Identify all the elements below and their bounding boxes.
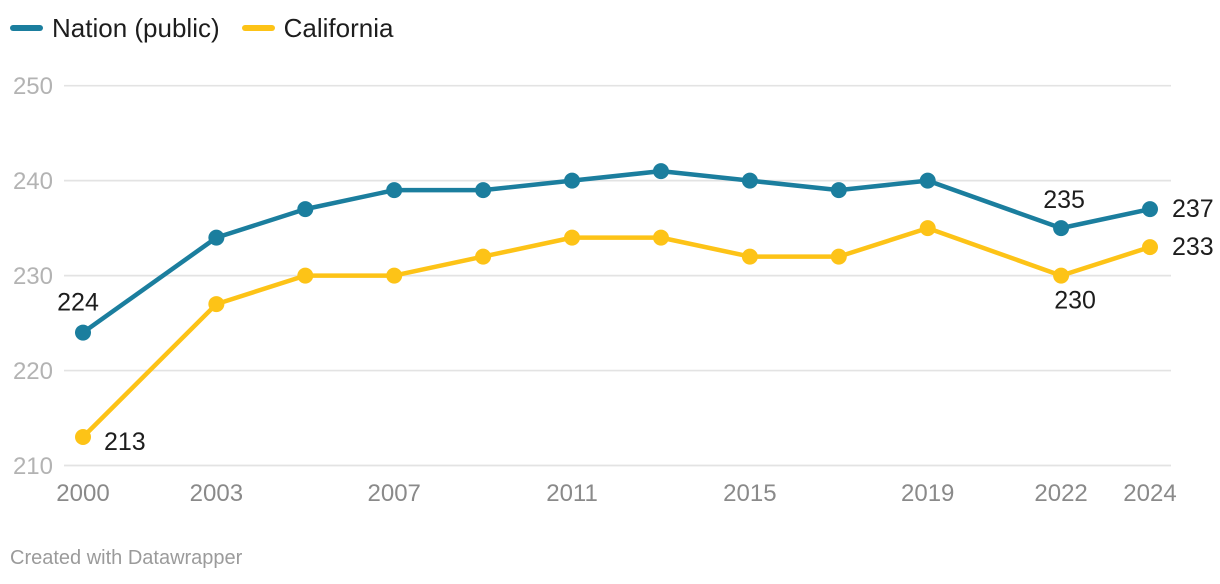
y-tick-label-250: 250 — [13, 73, 53, 100]
y-tick-label-240: 240 — [13, 168, 53, 195]
y-tick-label-230: 230 — [13, 263, 53, 290]
data-point-california-2005 — [297, 267, 314, 284]
x-tick-label-2019: 2019 — [901, 480, 954, 507]
x-tick-label-2011: 2011 — [546, 480, 598, 507]
data-point-california-2009 — [475, 248, 492, 265]
x-tick-label-2024: 2024 — [1123, 480, 1176, 507]
legend: Nation (public) California — [10, 15, 393, 41]
legend-item-nation-public: Nation (public) — [10, 15, 220, 41]
data-point-california-2019 — [919, 220, 936, 237]
data-point-nation-public-2015 — [741, 172, 758, 189]
legend-label-nation-public: Nation (public) — [52, 13, 220, 43]
data-label-224: 224 — [57, 289, 99, 317]
data-point-california-2017 — [830, 248, 847, 265]
legend-swatch-nation-public — [10, 25, 43, 31]
data-point-nation-public-2005 — [297, 201, 314, 218]
data-point-california-2011 — [564, 229, 581, 246]
data-point-nation-public-2024 — [1142, 201, 1158, 218]
data-label-213: 213 — [104, 428, 146, 456]
data-point-nation-public-2017 — [830, 182, 847, 199]
data-point-nation-public-2007 — [386, 182, 403, 199]
data-point-nation-public-2003 — [208, 229, 225, 246]
data-point-nation-public-2013 — [652, 163, 669, 180]
data-point-california-2007 — [386, 267, 403, 284]
data-point-nation-public-2019 — [919, 172, 936, 189]
data-point-california-2024 — [1142, 239, 1158, 256]
data-label-237: 237 — [1172, 195, 1214, 223]
x-tick-label-2000: 2000 — [56, 480, 109, 507]
legend-item-california: California — [241, 13, 394, 43]
data-label-233: 233 — [1172, 233, 1214, 261]
x-tick-label-2003: 2003 — [190, 480, 243, 507]
data-point-california-2000 — [75, 429, 91, 446]
legend-label-california: California — [283, 13, 394, 43]
x-tick-label-2007: 2007 — [368, 480, 421, 507]
data-point-nation-public-2000 — [75, 324, 91, 341]
data-label-235: 235 — [1043, 186, 1085, 214]
data-point-california-2015 — [741, 248, 758, 265]
data-point-nation-public-2011 — [564, 172, 581, 189]
data-label-230: 230 — [1054, 287, 1096, 315]
y-tick-label-210: 210 — [13, 453, 53, 480]
data-point-california-2003 — [208, 296, 225, 313]
data-point-nation-public-2022 — [1053, 220, 1070, 237]
datawrapper-credit: Created with Datawrapper — [10, 547, 243, 569]
line-chart: 210 220 230 240 250 2000 2003 2007 2011 2015 2019 2… — [13, 73, 1214, 507]
series-line-california — [80, 225, 1153, 440]
x-tick-label-2015: 2015 — [723, 480, 776, 507]
data-point-nation-public-2009 — [475, 182, 492, 199]
data-point-california-2022 — [1053, 267, 1070, 284]
x-tick-label-2022: 2022 — [1034, 480, 1087, 507]
legend-swatch-california — [241, 25, 275, 31]
data-point-california-2013 — [652, 229, 669, 246]
series-line-nation-public — [80, 168, 1153, 335]
y-tick-label-220: 220 — [13, 358, 53, 385]
